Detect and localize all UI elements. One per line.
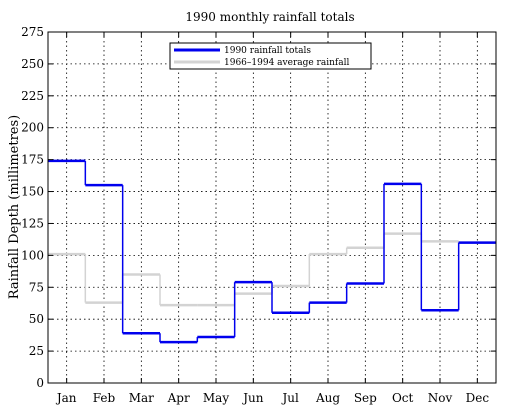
legend-label-1990: 1990 rainfall totals <box>224 46 311 56</box>
y-tick-label: 125 <box>21 216 44 230</box>
grid <box>48 31 496 384</box>
plot-frame <box>47 31 497 384</box>
y-tick-label: 175 <box>21 153 44 167</box>
legend-box <box>169 42 372 70</box>
y-tick-label: 250 <box>21 57 44 71</box>
x-tick-label: Jul <box>280 391 299 405</box>
x-tick-label: Jun <box>241 391 264 405</box>
x-tick-label: Nov <box>428 391 453 405</box>
legend-label-average: 1966–1994 average rainfall <box>224 58 349 68</box>
series-layer <box>48 159 496 344</box>
y-tick-label: 275 <box>21 25 44 39</box>
y-tick-label: 225 <box>21 89 44 103</box>
x-tick-label: Feb <box>93 391 116 405</box>
y-axis-label: Rainfall Depth (millimetres) <box>7 115 22 299</box>
x-tick-label: May <box>203 391 229 405</box>
x-tick-label: Oct <box>392 391 414 405</box>
y-tick-label: 0 <box>36 376 44 390</box>
y-tick-label: 75 <box>29 280 44 294</box>
x-tick-label: Jan <box>55 391 77 405</box>
x-axis: Jan Feb Mar Apr May Jun Jul Aug Sep Oct Nov Dec <box>55 32 490 405</box>
y-axis: 0 25 50 75 100 125 150 175 200 225 250 275 <box>21 25 496 390</box>
series-0 <box>48 159 496 344</box>
chart-title: 1990 monthly rainfall totals <box>185 10 354 24</box>
y-tick-label: 25 <box>29 344 44 358</box>
y-tick-label: 100 <box>21 248 44 262</box>
x-tick-label: Sep <box>354 391 377 405</box>
y-tick-label: 50 <box>29 312 44 326</box>
x-tick-label: Mar <box>129 391 154 405</box>
x-tick-label: Dec <box>466 391 490 405</box>
series-1 <box>48 232 496 307</box>
x-tick-label: Aug <box>315 391 340 405</box>
legend: 1990 rainfall totals 1966–1994 average r… <box>169 42 372 70</box>
x-tick-label: Apr <box>167 391 190 405</box>
y-tick-label: 150 <box>21 185 44 199</box>
y-tick-label: 200 <box>21 121 44 135</box>
